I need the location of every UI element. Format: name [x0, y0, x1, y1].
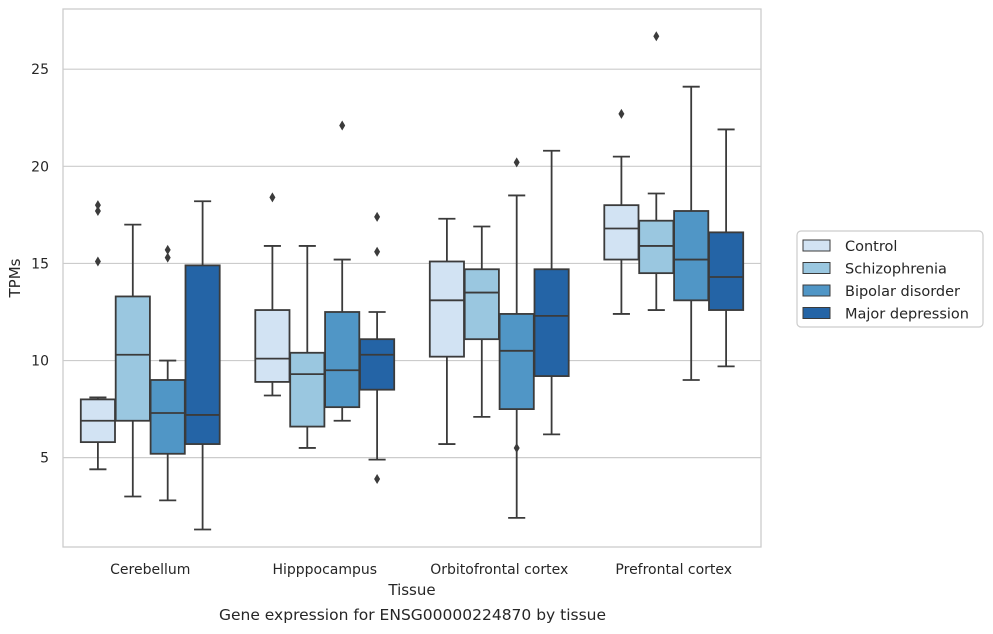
box-bipolar-disorder — [324, 120, 361, 422]
box — [428, 260, 465, 358]
outlier-point — [94, 205, 101, 216]
outlier-point — [653, 31, 660, 42]
box-bipolar-disorder — [149, 244, 186, 502]
outlier-point — [94, 256, 101, 267]
box — [463, 268, 500, 341]
legend: Control Schizophrenia Bipolar disorder Majo… — [796, 230, 984, 328]
box — [638, 219, 675, 275]
y-tick-label: 15 — [31, 256, 49, 272]
box — [708, 231, 745, 311]
box-control — [254, 192, 291, 397]
plot-frame — [62, 8, 762, 548]
box-bipolar-disorder — [498, 157, 535, 519]
box-major-depression — [184, 200, 221, 531]
legend-label: Bipolar disorder — [845, 284, 960, 300]
y-axis-label: TPMs — [6, 258, 24, 298]
legend-swatch — [802, 239, 831, 252]
box — [603, 204, 640, 261]
box-major-depression — [533, 149, 570, 436]
box-major-depression — [708, 128, 745, 368]
figure-caption: Gene expression for ENSG00000224870 by t… — [218, 606, 607, 624]
outlier-point — [513, 442, 520, 453]
box-schizophrenia — [114, 223, 151, 498]
box — [359, 338, 396, 391]
x-tick-label: Hipppocampus — [272, 562, 377, 578]
box — [149, 379, 186, 455]
legend-label: Major depression — [845, 307, 969, 323]
legend-label: Schizophrenia — [845, 262, 947, 278]
box — [533, 268, 570, 377]
box — [498, 313, 535, 411]
y-axis-ticks: 5 10 15 20 25 — [31, 62, 49, 466]
outlier-point — [269, 192, 276, 203]
box — [184, 264, 221, 445]
box-schizophrenia — [638, 31, 675, 311]
box — [254, 309, 291, 383]
grid-lines — [63, 68, 761, 459]
legend-swatch — [802, 262, 831, 274]
box-schizophrenia — [289, 245, 326, 449]
outlier-point — [618, 108, 625, 119]
x-axis-label: Tissue — [387, 581, 435, 599]
outlier-point — [374, 474, 381, 485]
outlier-point — [164, 244, 171, 255]
legend-label: Control — [845, 239, 897, 255]
box — [324, 311, 361, 409]
outlier-point — [94, 200, 101, 211]
box-schizophrenia — [463, 225, 500, 418]
box — [673, 210, 710, 302]
legend-swatch — [802, 284, 831, 297]
box-major-depression — [359, 211, 396, 485]
box-control — [79, 200, 116, 471]
outlier-point — [374, 211, 381, 222]
box-control — [428, 217, 465, 445]
box-bipolar-disorder — [673, 85, 710, 381]
box-control — [603, 108, 640, 315]
y-tick-label: 5 — [40, 451, 49, 467]
box — [289, 351, 326, 428]
y-tick-label: 25 — [31, 62, 49, 78]
outlier-point — [339, 120, 346, 131]
outlier-point — [374, 246, 381, 257]
y-tick-label: 20 — [31, 159, 49, 175]
box — [114, 295, 151, 422]
x-tick-label: Orbitofrontal cortex — [430, 562, 568, 578]
legend-frame — [796, 230, 984, 328]
plot-area — [79, 31, 745, 531]
y-tick-label: 10 — [31, 354, 49, 370]
x-tick-label: Cerebellum — [110, 562, 190, 578]
legend-swatch — [802, 307, 831, 319]
outlier-point — [164, 252, 171, 263]
outlier-point — [513, 157, 520, 168]
x-axis-ticks: Cerebellum Hipppocampus Orbitofrontal cort… — [110, 562, 732, 578]
x-tick-label: Prefrontal cortex — [615, 562, 732, 578]
